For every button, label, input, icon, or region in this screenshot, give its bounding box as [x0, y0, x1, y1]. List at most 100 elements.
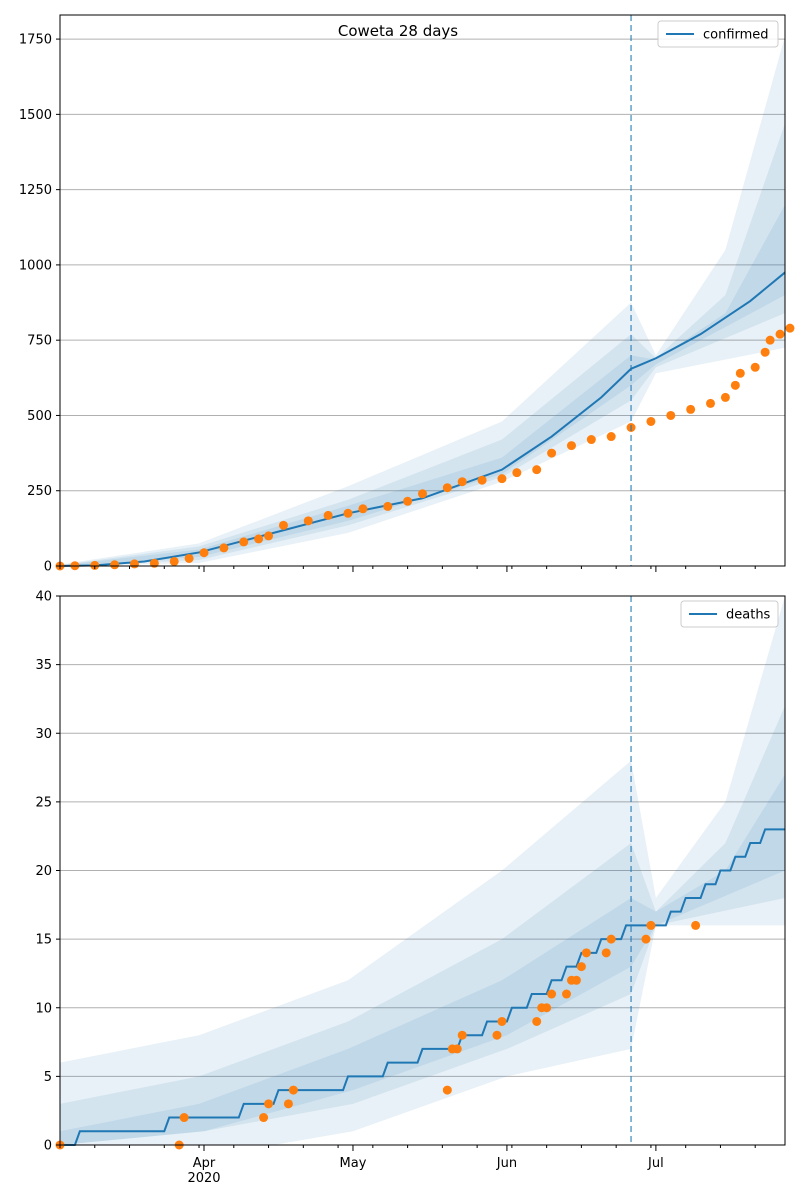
observed-point: [601, 948, 611, 958]
legend-box: [680, 600, 779, 628]
y-tick-label: 1000: [19, 258, 52, 273]
y-tick-label: 750: [27, 334, 52, 349]
observed-point: [418, 489, 427, 499]
observed-point: [532, 1016, 542, 1026]
observed-point: [288, 1085, 298, 1095]
observed-point: [686, 404, 696, 414]
y-tick-label: 40: [35, 590, 52, 605]
observed-point: [199, 548, 209, 558]
observed-point: [576, 962, 586, 972]
observed-point: [323, 510, 333, 520]
observed-point: [184, 553, 194, 563]
observed-point: [383, 501, 393, 511]
observed-point: [497, 1016, 507, 1026]
observed-point: [735, 368, 745, 378]
confirmed-legend: confirmed: [657, 20, 779, 48]
observed-point: [442, 1085, 452, 1095]
observed-point: [477, 475, 487, 485]
observed-point: [442, 483, 452, 493]
observed-point: [581, 948, 591, 958]
observed-point: [129, 559, 139, 569]
y-tick-label: 1250: [19, 183, 52, 198]
deaths-observed-points: [55, 920, 701, 1150]
confirmed-y-axis: 0 250 500 750 1000 1250 1500 1750: [19, 33, 60, 575]
confirmed-panel: 0 250 500 750 1000 1250 1500 1750 Coweta 28 day…: [19, 14, 795, 575]
x-tick-label: Jun: [496, 1156, 517, 1171]
deaths-y-axis: 0 5 10 15 20 25 30 35 40: [35, 590, 60, 1154]
observed-point: [90, 560, 100, 570]
observed-point: [110, 560, 120, 570]
x-tick-label: May: [340, 1156, 367, 1171]
observed-point: [492, 1030, 502, 1040]
uncertainty-band: [60, 123, 785, 567]
observed-point: [179, 1113, 189, 1123]
y-tick-label: 0: [44, 1139, 52, 1154]
observed-point: [562, 989, 572, 999]
observed-point: [259, 1113, 269, 1123]
observed-point: [542, 1003, 552, 1013]
y-tick-label: 35: [35, 658, 52, 673]
legend-label-confirmed: confirmed: [703, 28, 769, 43]
observed-point: [457, 477, 467, 487]
observed-point: [760, 347, 770, 357]
observed-point: [283, 1099, 293, 1109]
observed-point: [254, 534, 264, 544]
y-tick-label: 20: [35, 864, 52, 879]
observed-point: [452, 1044, 462, 1054]
observed-point: [278, 520, 288, 530]
deaths-median-line: [60, 828, 785, 1146]
observed-point: [646, 416, 656, 426]
observed-point: [646, 920, 656, 930]
x-tick-year-label: 2020: [187, 1171, 220, 1186]
observed-point: [343, 508, 353, 518]
chart-title: Coweta 28 days: [338, 22, 458, 40]
observed-point: [512, 468, 522, 478]
observed-point: [358, 504, 368, 514]
observed-point: [641, 934, 651, 944]
observed-point: [532, 465, 542, 475]
observed-point: [571, 975, 581, 985]
uncertainty-band: [60, 596, 785, 1145]
observed-point: [169, 556, 179, 566]
y-tick-label: 10: [35, 1001, 52, 1016]
observed-point: [547, 989, 557, 999]
y-tick-label: 500: [27, 409, 52, 424]
observed-point: [457, 1030, 467, 1040]
observed-point: [403, 496, 413, 506]
observed-point: [239, 537, 249, 547]
y-tick-label: 5: [44, 1070, 52, 1085]
observed-point: [303, 516, 313, 526]
confirmed-median-line: [59, 271, 786, 567]
observed-point: [606, 432, 616, 442]
observed-point: [264, 1099, 274, 1109]
y-tick-label: 25: [35, 795, 52, 810]
observed-point: [606, 934, 616, 944]
observed-point: [586, 435, 596, 445]
uncertainty-band: [60, 36, 785, 567]
y-tick-label: 1500: [19, 108, 52, 123]
observed-point: [666, 410, 676, 420]
y-tick-label: 1750: [19, 33, 52, 48]
legend-box: [657, 20, 779, 48]
confirmed-axes-frame: [59, 14, 786, 567]
observed-point: [219, 543, 229, 553]
observed-point: [785, 323, 795, 333]
y-tick-label: 250: [27, 484, 52, 499]
observed-point: [264, 531, 274, 541]
observed-point: [566, 441, 576, 451]
observed-point: [730, 380, 740, 390]
y-tick-label: 30: [35, 727, 52, 742]
observed-point: [720, 392, 730, 402]
observed-point: [750, 362, 760, 372]
legend-label-deaths: deaths: [726, 608, 771, 623]
y-tick-label: 15: [35, 933, 52, 948]
deaths-legend: deaths: [680, 600, 779, 628]
observed-point: [547, 448, 557, 458]
x-tick-label: Apr: [193, 1156, 216, 1171]
observed-point: [706, 398, 716, 408]
y-tick-label: 0: [44, 560, 52, 575]
